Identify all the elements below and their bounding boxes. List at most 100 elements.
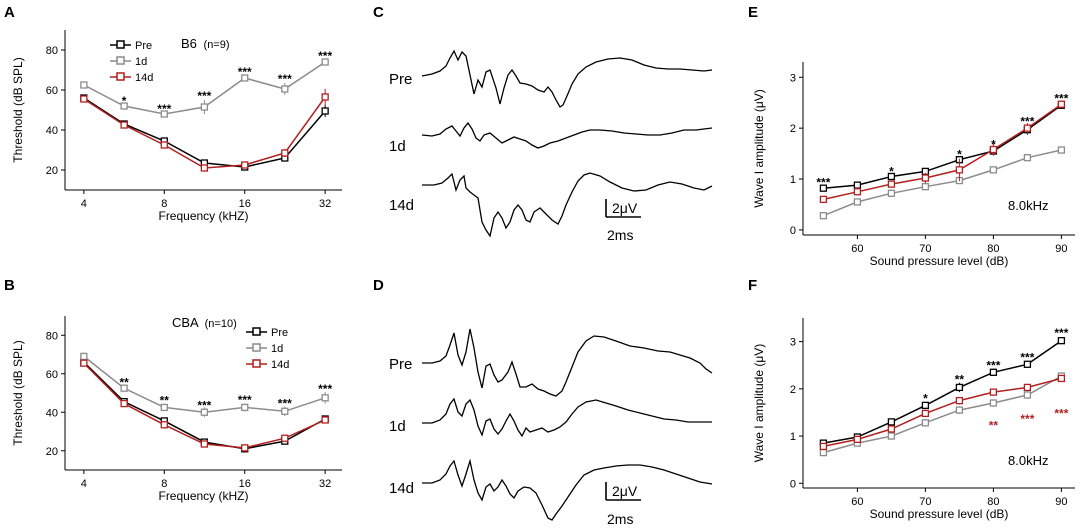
- data-point-pre: [853, 181, 862, 189]
- data-point-d1: [160, 403, 168, 412]
- legend-1d-marker: [116, 56, 125, 65]
- trace-label-1d: 1d: [389, 418, 406, 435]
- data-point-d14: [989, 145, 998, 154]
- significance-marker: ***: [1020, 115, 1034, 129]
- significance-marker: **: [989, 418, 999, 432]
- x-tick-label: 60: [851, 243, 863, 255]
- significance-marker: *: [923, 391, 928, 405]
- x-tick-label: 90: [1055, 243, 1067, 255]
- strain-n: (n=9): [204, 39, 230, 51]
- data-point-d14: [321, 93, 329, 101]
- scale-bar-voltage: 2μV: [612, 200, 638, 216]
- y-tick-label: 20: [46, 446, 58, 458]
- legend-pre-marker: [252, 327, 261, 336]
- significance-marker: *: [889, 164, 894, 178]
- abr-trace-14d: [422, 458, 713, 521]
- y-axis-title: Wave I amplitude (μV): [752, 344, 766, 463]
- data-point-d1: [281, 407, 289, 415]
- strain-n: (n=10): [205, 318, 237, 330]
- significance-marker: **: [955, 372, 965, 386]
- data-point-d14: [853, 435, 862, 444]
- significance-marker: ***: [1020, 412, 1034, 426]
- trace-label-1d: 1d: [389, 138, 406, 155]
- data-point-d1: [989, 166, 998, 174]
- data-point-pre: [887, 418, 896, 426]
- legend-1d-label: 1d: [271, 343, 283, 355]
- panel-e-wave-amplitude-b6: 8.0kHz 0 1 2 3 60 70 80 90 Sound pressure level …: [752, 62, 1075, 268]
- data-point-pre: [921, 401, 930, 410]
- significance-marker: ***: [238, 65, 252, 79]
- legend-pre-label: Pre: [271, 327, 288, 339]
- legend-pre-label: Pre: [135, 40, 152, 52]
- y-tick-label: 2: [790, 384, 796, 396]
- x-tick-label: 90: [1055, 496, 1067, 508]
- data-point-d1: [241, 403, 249, 412]
- legend-a: Pre 1d 14d: [110, 40, 153, 84]
- data-point-d14: [281, 149, 289, 157]
- data-point-d14: [887, 425, 896, 433]
- scale-bar-time: 2ms: [607, 227, 633, 243]
- data-point-d1: [1057, 146, 1066, 154]
- data-point-d1: [160, 110, 168, 118]
- panel-f-wave-amplitude-cba: 8.0kHz 0 1 2 3 60 70 80 90 Sound pressure level …: [752, 318, 1075, 521]
- series-line-d14: [823, 103, 1062, 201]
- scale-bar: [605, 199, 641, 218]
- data-point-d14: [200, 164, 209, 172]
- y-tick-label: 40: [46, 125, 58, 137]
- series-line-pre: [823, 340, 1062, 444]
- data-point-d1: [281, 85, 289, 93]
- data-point-d1: [819, 448, 828, 457]
- significance-marker: ***: [1054, 326, 1068, 340]
- legend-1d-label: 1d: [135, 56, 147, 68]
- x-tick-label: 32: [319, 198, 331, 210]
- data-point-d14: [853, 188, 862, 196]
- data-point-d14: [921, 174, 930, 182]
- x-axis-title: Sound pressure level (dB): [870, 507, 1009, 521]
- data-point-d14: [120, 121, 128, 129]
- significance-marker: ***: [318, 382, 332, 396]
- data-point-d14: [160, 421, 168, 429]
- x-tick-label: 70: [919, 243, 931, 255]
- series-line-pre: [823, 104, 1062, 189]
- data-point-d14: [1023, 124, 1032, 132]
- y-tick-label: 80: [46, 45, 58, 57]
- significance-marker: ***: [197, 89, 211, 103]
- data-point-d1: [80, 81, 88, 89]
- abr-trace-1d: [422, 397, 712, 438]
- data-point-d1: [989, 399, 998, 407]
- significance-marker: **: [160, 394, 170, 408]
- data-point-d1: [80, 352, 88, 361]
- significance-marker: ***: [1054, 92, 1068, 106]
- legend-14d-label: 14d: [271, 359, 289, 371]
- y-axis-title: Wave I amplitude (μV): [752, 89, 766, 208]
- data-point-pre: [955, 383, 964, 392]
- data-point-d1: [200, 408, 209, 416]
- data-point-d14: [1023, 383, 1032, 392]
- y-tick-label: 0: [790, 478, 796, 490]
- scale-bar-time: 2ms: [607, 511, 633, 527]
- significance-marker: ***: [197, 399, 211, 413]
- data-point-pre: [887, 172, 896, 181]
- legend-14d-marker: [116, 72, 125, 81]
- data-point-d1: [1023, 391, 1032, 399]
- y-tick-label: 1: [790, 431, 796, 443]
- x-tick-label: 8: [161, 478, 167, 490]
- data-point-d1: [1023, 154, 1032, 162]
- data-point-d1: [887, 432, 896, 440]
- panel-letter-c: C: [373, 4, 384, 21]
- data-point-d14: [1057, 100, 1066, 108]
- x-tick-label: 80: [987, 243, 999, 255]
- legend-14d-label: 14d: [135, 72, 153, 84]
- data-point-pre: [989, 368, 998, 376]
- x-tick-label: 16: [239, 478, 251, 490]
- y-tick-label: 80: [46, 330, 58, 342]
- trace-label-pre: Pre: [389, 71, 412, 88]
- strain-annotation-b6: B6 (n=9): [181, 36, 230, 51]
- data-point-d14: [120, 399, 128, 408]
- panel-letter-e: E: [748, 4, 758, 21]
- data-point-d14: [160, 141, 168, 149]
- significance-marker: ***: [278, 397, 292, 411]
